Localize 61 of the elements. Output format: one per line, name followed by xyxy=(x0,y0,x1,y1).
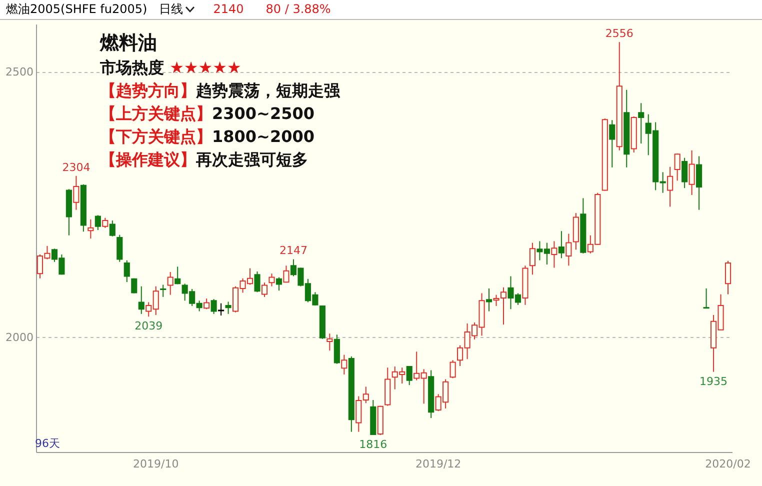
annotation: 96天 xyxy=(35,436,60,451)
chart-title: 燃油2005(SHFE fu2005) xyxy=(6,2,148,16)
annotation: 2304 xyxy=(62,160,90,174)
annotation: 市场热度 ★★★★★ xyxy=(100,57,242,79)
candlestick xyxy=(218,302,224,316)
candlestick xyxy=(667,166,674,208)
candlestick xyxy=(326,333,333,352)
candlestick xyxy=(688,150,695,196)
candlestick xyxy=(341,354,348,375)
text: 80 / 3.88% xyxy=(266,2,331,16)
candlestick xyxy=(486,288,492,312)
candlestick xyxy=(254,270,260,293)
annotation: 2039 xyxy=(134,320,163,333)
candlestick xyxy=(88,218,94,240)
candlestick xyxy=(558,230,564,259)
candlestick xyxy=(268,273,275,287)
candlestick xyxy=(225,301,232,314)
candlestick xyxy=(566,233,572,266)
text: 2140 xyxy=(213,2,244,16)
annotation: 1816 xyxy=(359,438,388,452)
candlestick xyxy=(174,266,181,285)
candlestick xyxy=(109,220,116,237)
candlestick xyxy=(94,214,101,231)
candlestick xyxy=(674,153,680,182)
candlestick xyxy=(682,157,688,189)
annotation: 燃料油 xyxy=(100,31,158,56)
annotation: 2147 xyxy=(279,244,308,258)
candlestick xyxy=(261,282,268,298)
y-tick-label: 2000 xyxy=(6,330,34,344)
candlestick xyxy=(724,260,732,295)
annotation: 1935 xyxy=(700,374,728,388)
candlestick xyxy=(138,286,144,314)
text: 日线 xyxy=(159,2,184,16)
annotation: 【操作建议】再次走强可短多 xyxy=(100,149,309,171)
candlestick xyxy=(703,288,710,309)
annotation: 【趋势方向】趋势震荡，短期走强 xyxy=(100,80,340,102)
candlestick xyxy=(696,156,702,210)
candlestick xyxy=(124,260,130,283)
x-tick-label: 2020/02 xyxy=(705,458,751,470)
annotation: 【下方关键点】1800~2000 xyxy=(100,126,316,148)
candlestick xyxy=(102,217,108,228)
candlestick xyxy=(204,298,210,310)
candlestick xyxy=(450,360,456,379)
candlestick xyxy=(406,365,412,386)
candlestick xyxy=(276,276,282,292)
candlestick xyxy=(160,284,166,298)
candlestick xyxy=(210,298,217,314)
x-tick-label: 2019/12 xyxy=(415,458,462,470)
candlestick xyxy=(638,102,644,144)
candlestick xyxy=(551,240,558,268)
annotation: 【上方关键点】2300~2500 xyxy=(100,103,316,125)
candlestick xyxy=(529,242,536,276)
candlestick xyxy=(116,234,123,262)
y-tick-label: 2500 xyxy=(6,65,34,78)
candlestick xyxy=(609,120,616,168)
candlestick xyxy=(167,271,174,296)
annotation: 2556 xyxy=(605,27,634,40)
candlestick xyxy=(334,334,340,364)
x-tick-label: 2019/10 xyxy=(133,458,179,470)
candlestick xyxy=(283,265,290,284)
candlestick xyxy=(73,175,80,210)
